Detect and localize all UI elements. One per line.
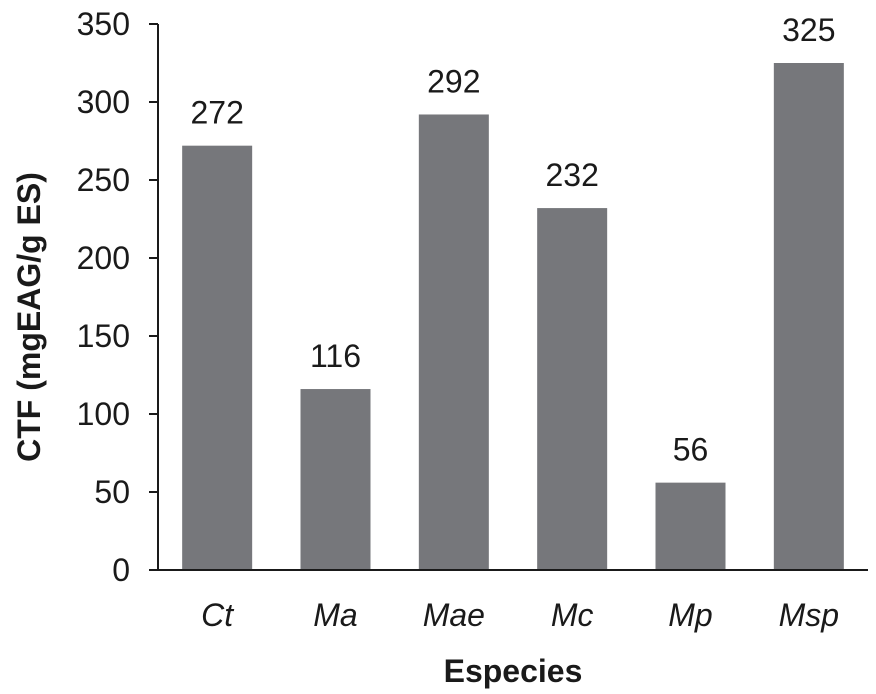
data-labels-group: 272 116 292 232 56 325 [190, 12, 835, 468]
y-tick-label: 350 [77, 6, 130, 42]
y-axis-title: CTF (mgEAG/g ES) [11, 172, 47, 462]
x-category-label-ma: Ma [313, 597, 357, 633]
bar-mae [418, 114, 489, 570]
y-ticks-group [149, 23, 158, 571]
bar-mp [655, 482, 726, 570]
y-tick-label: 0 [112, 552, 130, 588]
y-tick-label: 300 [77, 84, 130, 120]
y-tick-label: 200 [77, 240, 130, 276]
data-label-mp: 56 [673, 432, 709, 468]
data-label-mae: 292 [427, 63, 480, 99]
bar-ct [182, 145, 253, 570]
y-tick-labels-group: 0 50 100 150 200 250 300 350 [77, 6, 130, 588]
x-category-label-mp: Mp [668, 597, 712, 633]
bars-group [182, 63, 844, 570]
bar-ma [300, 389, 371, 570]
bar-mc [537, 208, 608, 570]
x-category-labels-group: Ct Ma Mae Mc Mp Msp [201, 597, 839, 633]
x-category-label-mc: Mc [551, 597, 594, 633]
x-axis-title: Especies [444, 653, 583, 689]
bar-msp [773, 63, 844, 570]
y-tick-label: 100 [77, 396, 130, 432]
y-tick-label: 250 [77, 162, 130, 198]
data-label-msp: 325 [782, 12, 835, 48]
x-category-label-msp: Msp [779, 597, 839, 633]
data-label-mc: 232 [545, 157, 598, 193]
y-tick-label: 150 [77, 318, 130, 354]
data-label-ct: 272 [190, 95, 243, 131]
x-category-label-ct: Ct [201, 597, 234, 633]
x-category-label-mae: Mae [423, 597, 485, 633]
data-label-ma: 116 [310, 338, 361, 374]
y-tick-label: 50 [94, 474, 130, 510]
